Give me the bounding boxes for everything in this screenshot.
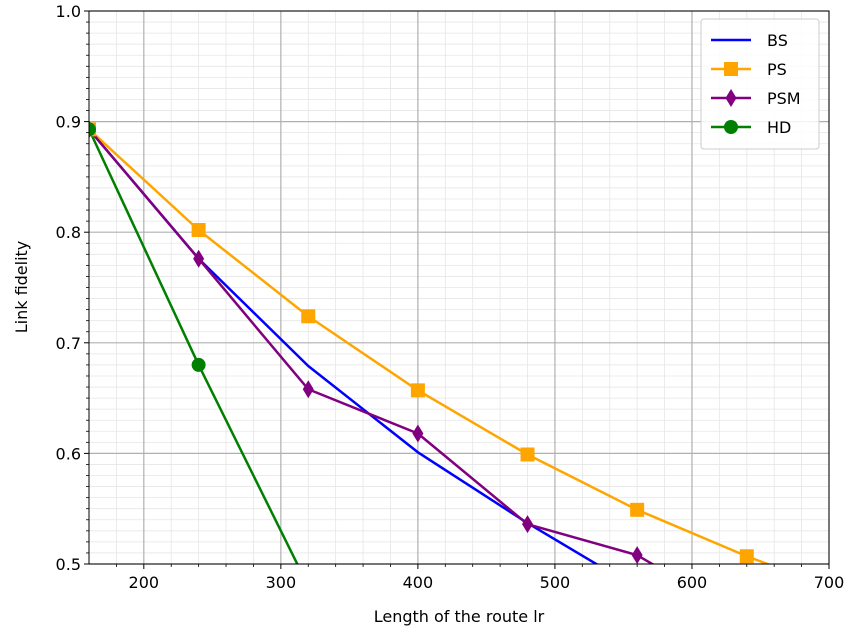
square-marker <box>724 62 738 76</box>
diamond-marker <box>522 515 534 534</box>
y-tick-label: 0.7 <box>56 334 81 353</box>
circle-marker <box>191 357 206 372</box>
circle-marker <box>89 122 96 137</box>
series-line-ps <box>89 128 772 564</box>
legend-box <box>700 18 820 150</box>
legend-label: PS <box>767 60 787 79</box>
diamond-marker <box>412 424 424 443</box>
x-axis-label: Length of the route lr <box>374 607 545 626</box>
square-marker <box>739 549 754 564</box>
square-marker <box>630 502 645 517</box>
x-tick-label: 300 <box>266 573 297 592</box>
minor-grid <box>89 11 829 564</box>
square-marker <box>410 383 425 398</box>
square-marker <box>520 447 535 462</box>
y-tick-label: 0.6 <box>56 444 81 463</box>
square-marker <box>301 309 316 324</box>
x-tick-label: 600 <box>677 573 708 592</box>
x-tick-label: 700 <box>814 573 845 592</box>
legend-label: HD <box>767 118 791 137</box>
circle-marker <box>724 120 738 134</box>
diamond-marker <box>302 380 314 399</box>
x-tick-label: 200 <box>129 573 160 592</box>
diamond-marker <box>631 546 643 564</box>
x-tick-label: 400 <box>403 573 434 592</box>
y-axis-label: Link fidelity <box>12 241 31 334</box>
y-tick-label: 1.0 <box>56 2 81 21</box>
legend-label: PSM <box>767 89 801 108</box>
y-tick-label: 0.8 <box>56 223 81 242</box>
y-tick-label: 0.9 <box>56 113 81 132</box>
legend-label: BS <box>767 31 788 50</box>
y-tick-label: 0.5 <box>56 555 81 574</box>
diamond-marker <box>725 89 737 107</box>
square-marker <box>191 222 206 237</box>
markers-layer <box>89 120 754 564</box>
legend: BS PS PSM HD <box>700 18 820 150</box>
x-tick-label: 500 <box>540 573 571 592</box>
diamond-marker <box>193 249 205 268</box>
axis-ticks: 200 300 400 500 600 700 0.5 0.6 0.7 0.8 0.9 1.0 <box>56 2 845 592</box>
